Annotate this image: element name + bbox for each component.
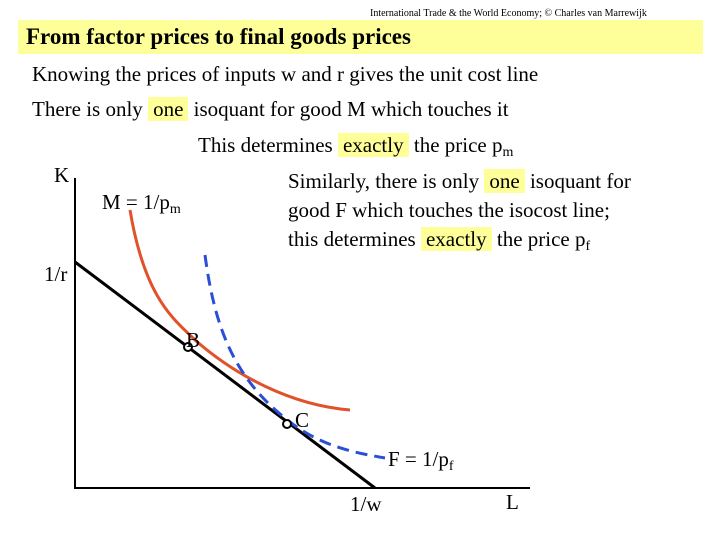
text-line-5: good F which touches the isocost line; <box>288 198 610 222</box>
text-line-2: There is only one isoquant for good M wh… <box>32 97 509 122</box>
y-intercept-label: 1/r <box>44 262 68 286</box>
header-credit: International Trade & the World Economy;… <box>370 8 647 19</box>
text-line-6: this determines exactly the price pf <box>288 227 591 254</box>
text-line-4-post: isoquant for <box>529 169 631 193</box>
point-c-marker <box>282 419 292 429</box>
x-intercept-label: 1/w <box>350 492 382 516</box>
text-line-3-pre: This determines <box>198 133 333 157</box>
text-line-6-pre: this determines <box>288 227 416 251</box>
point-c-label: C <box>295 408 310 432</box>
isocost-line <box>74 260 376 490</box>
m-isoquant-curve <box>128 209 351 412</box>
highlight-one-m: one <box>148 97 189 121</box>
m-isoquant-label: M = 1/pm <box>102 190 181 217</box>
f-isoquant-label: F = 1/pf <box>388 447 454 474</box>
text-line-2-pre: There is only <box>32 97 143 121</box>
highlight-one-f: one <box>484 169 525 193</box>
text-line-4-pre: Similarly, there is only <box>288 169 480 193</box>
m-isoquant-text: M = 1/p <box>102 190 170 214</box>
k-axis-label: K <box>54 163 70 187</box>
text-line-6-sub: f <box>585 239 591 254</box>
point-b-marker <box>183 342 193 352</box>
f-isoquant-sub: f <box>448 459 454 474</box>
text-line-6-post: the price p <box>496 227 586 251</box>
text-line-3: This determines exactly the price pm <box>198 133 514 160</box>
f-isoquant-text: F = 1/p <box>388 447 449 471</box>
highlight-exactly-m: exactly <box>337 133 409 157</box>
f-isoquant-curve <box>203 254 386 460</box>
highlight-exactly-f: exactly <box>420 227 492 251</box>
title-highlight <box>18 20 703 54</box>
page-title: From factor prices to final goods prices <box>26 24 411 49</box>
text-line-3-sub: m <box>502 145 514 160</box>
m-isoquant-sub: m <box>169 202 181 217</box>
text-line-1: Knowing the prices of inputs w and r giv… <box>32 62 539 86</box>
text-line-4: Similarly, there is only one isoquant fo… <box>288 169 631 194</box>
text-line-3-post: the price p <box>413 133 503 157</box>
l-axis-label: L <box>506 490 519 514</box>
text-line-2-post: isoquant for good M which touches it <box>193 97 509 121</box>
point-b-label: B <box>186 328 201 352</box>
